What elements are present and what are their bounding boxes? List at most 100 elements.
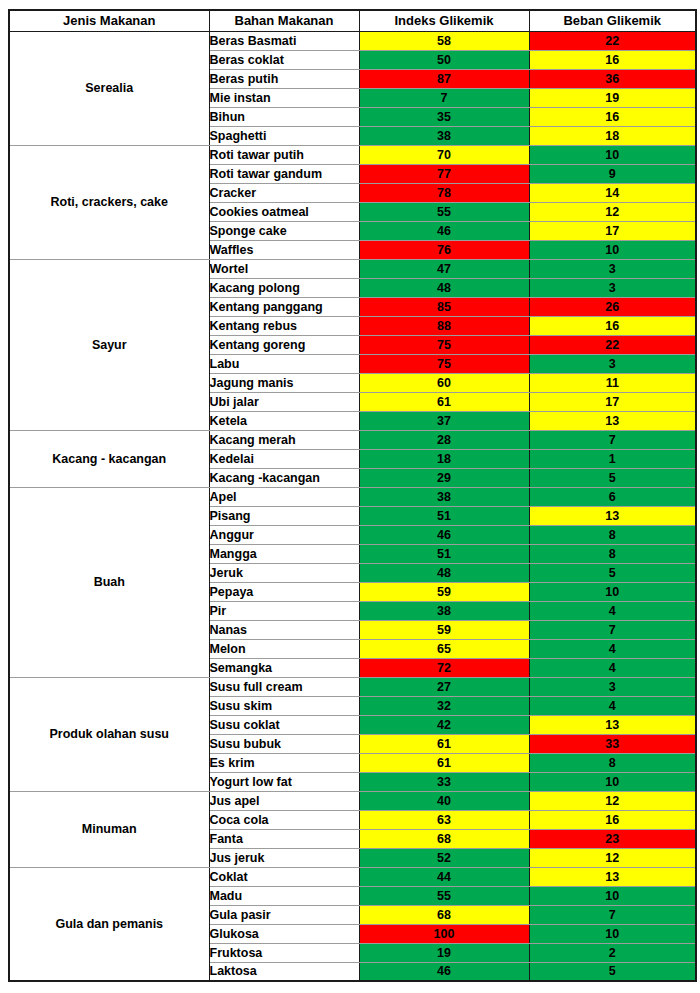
- indeks-glikemik-cell: 51: [359, 506, 529, 525]
- indeks-glikemik-cell: 63: [359, 810, 529, 829]
- bahan-makanan-cell: Coca cola: [209, 810, 359, 829]
- table-row: SerealiaBeras Basmati5822: [9, 31, 696, 50]
- bahan-makanan-cell: Anggur: [209, 525, 359, 544]
- beban-glikemik-cell: 6: [529, 487, 696, 506]
- bahan-makanan-cell: Fanta: [209, 829, 359, 848]
- bahan-makanan-cell: Glukosa: [209, 924, 359, 943]
- indeks-glikemik-cell: 40: [359, 791, 529, 810]
- beban-glikemik-cell: 9: [529, 164, 696, 183]
- bahan-makanan-cell: Beras coklat: [209, 50, 359, 69]
- bahan-makanan-cell: Bihun: [209, 107, 359, 126]
- jenis-makanan-cell: Buah: [9, 487, 209, 677]
- beban-glikemik-cell: 18: [529, 126, 696, 145]
- indeks-glikemik-cell: 61: [359, 392, 529, 411]
- beban-glikemik-cell: 17: [529, 221, 696, 240]
- beban-glikemik-cell: 22: [529, 335, 696, 354]
- indeks-glikemik-cell: 55: [359, 886, 529, 905]
- bahan-makanan-cell: Sponge cake: [209, 221, 359, 240]
- beban-glikemik-cell: 3: [529, 354, 696, 373]
- beban-glikemik-cell: 5: [529, 468, 696, 487]
- table-header-row: Jenis Makanan Bahan Makanan Indeks Glike…: [9, 10, 696, 31]
- jenis-makanan-cell: Gula dan pemanis: [9, 867, 209, 981]
- indeks-glikemik-cell: 61: [359, 734, 529, 753]
- indeks-glikemik-cell: 87: [359, 69, 529, 88]
- bahan-makanan-cell: Jagung manis: [209, 373, 359, 392]
- indeks-glikemik-cell: 44: [359, 867, 529, 886]
- beban-glikemik-cell: 10: [529, 240, 696, 259]
- indeks-glikemik-cell: 51: [359, 544, 529, 563]
- beban-glikemik-cell: 10: [529, 886, 696, 905]
- beban-glikemik-cell: 16: [529, 316, 696, 335]
- indeks-glikemik-cell: 59: [359, 582, 529, 601]
- jenis-makanan-cell: Minuman: [9, 791, 209, 867]
- bahan-makanan-cell: Pir: [209, 601, 359, 620]
- bahan-makanan-cell: Melon: [209, 639, 359, 658]
- indeks-glikemik-cell: 38: [359, 601, 529, 620]
- bahan-makanan-cell: Roti tawar gandum: [209, 164, 359, 183]
- beban-glikemik-cell: 4: [529, 696, 696, 715]
- beban-glikemik-cell: 8: [529, 525, 696, 544]
- beban-glikemik-cell: 17: [529, 392, 696, 411]
- col-header-beban-glikemik: Beban Glikemik: [529, 10, 696, 31]
- col-header-jenis-makanan: Jenis Makanan: [9, 10, 209, 31]
- bahan-makanan-cell: Ketela: [209, 411, 359, 430]
- beban-glikemik-cell: 4: [529, 658, 696, 677]
- table-row: Produk olahan susuSusu full cream273: [9, 677, 696, 696]
- bahan-makanan-cell: Cracker: [209, 183, 359, 202]
- bahan-makanan-cell: Pisang: [209, 506, 359, 525]
- beban-glikemik-cell: 13: [529, 506, 696, 525]
- bahan-makanan-cell: Susu bubuk: [209, 734, 359, 753]
- bahan-makanan-cell: Cookies oatmeal: [209, 202, 359, 221]
- beban-glikemik-cell: 33: [529, 734, 696, 753]
- indeks-glikemik-cell: 37: [359, 411, 529, 430]
- indeks-glikemik-cell: 77: [359, 164, 529, 183]
- jenis-makanan-cell: Produk olahan susu: [9, 677, 209, 791]
- indeks-glikemik-cell: 46: [359, 525, 529, 544]
- bahan-makanan-cell: Coklat: [209, 867, 359, 886]
- bahan-makanan-cell: Semangka: [209, 658, 359, 677]
- glycemic-table: Jenis Makanan Bahan Makanan Indeks Glike…: [8, 9, 697, 982]
- indeks-glikemik-cell: 38: [359, 126, 529, 145]
- bahan-makanan-cell: Kacang -kacangan: [209, 468, 359, 487]
- beban-glikemik-cell: 7: [529, 430, 696, 449]
- beban-glikemik-cell: 11: [529, 373, 696, 392]
- jenis-makanan-cell: Sayur: [9, 259, 209, 430]
- beban-glikemik-cell: 3: [529, 677, 696, 696]
- beban-glikemik-cell: 4: [529, 639, 696, 658]
- col-header-bahan-makanan: Bahan Makanan: [209, 10, 359, 31]
- table-row: Roti, crackers, cakeRoti tawar putih7010: [9, 145, 696, 164]
- bahan-makanan-cell: Gula pasir: [209, 905, 359, 924]
- beban-glikemik-cell: 4: [529, 601, 696, 620]
- beban-glikemik-cell: 13: [529, 715, 696, 734]
- table-row: MinumanJus apel4012: [9, 791, 696, 810]
- indeks-glikemik-cell: 19: [359, 943, 529, 962]
- bahan-makanan-cell: Kentang panggang: [209, 297, 359, 316]
- bahan-makanan-cell: Madu: [209, 886, 359, 905]
- bahan-makanan-cell: Kedelai: [209, 449, 359, 468]
- beban-glikemik-cell: 1: [529, 449, 696, 468]
- beban-glikemik-cell: 16: [529, 50, 696, 69]
- indeks-glikemik-cell: 18: [359, 449, 529, 468]
- beban-glikemik-cell: 10: [529, 582, 696, 601]
- table-body: SerealiaBeras Basmati5822Beras coklat501…: [9, 31, 696, 981]
- indeks-glikemik-cell: 7: [359, 88, 529, 107]
- beban-glikemik-cell: 3: [529, 278, 696, 297]
- bahan-makanan-cell: Laktosa: [209, 962, 359, 981]
- beban-glikemik-cell: 3: [529, 259, 696, 278]
- bahan-makanan-cell: Kentang rebus: [209, 316, 359, 335]
- bahan-makanan-cell: Ubi jalar: [209, 392, 359, 411]
- bahan-makanan-cell: Labu: [209, 354, 359, 373]
- indeks-glikemik-cell: 59: [359, 620, 529, 639]
- bahan-makanan-cell: Beras Basmati: [209, 31, 359, 50]
- indeks-glikemik-cell: 68: [359, 829, 529, 848]
- beban-glikemik-cell: 12: [529, 791, 696, 810]
- bahan-makanan-cell: Susu skim: [209, 696, 359, 715]
- indeks-glikemik-cell: 55: [359, 202, 529, 221]
- indeks-glikemik-cell: 50: [359, 50, 529, 69]
- bahan-makanan-cell: Wortel: [209, 259, 359, 278]
- indeks-glikemik-cell: 75: [359, 335, 529, 354]
- beban-glikemik-cell: 26: [529, 297, 696, 316]
- indeks-glikemik-cell: 46: [359, 221, 529, 240]
- table-row: SayurWortel473: [9, 259, 696, 278]
- indeks-glikemik-cell: 42: [359, 715, 529, 734]
